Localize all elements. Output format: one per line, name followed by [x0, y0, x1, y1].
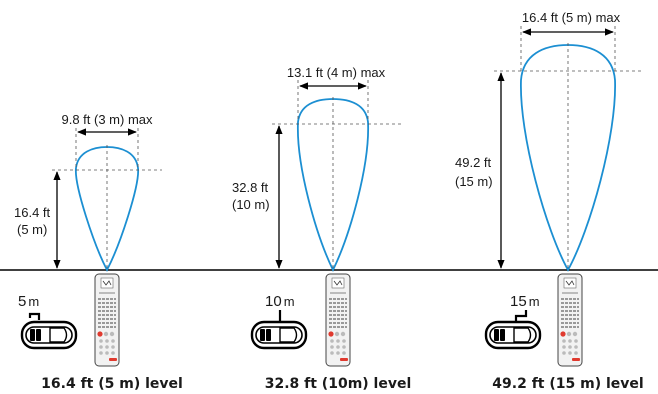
height-label-m: (5 m) — [17, 222, 47, 237]
car-icon — [250, 320, 308, 350]
panel-10m: 13.1 ft (4 m) max 32.8 ft (10 m) 10 m 32.… — [232, 65, 411, 392]
remote-control-icon — [557, 273, 583, 367]
width-label: 16.4 ft (5 m) max — [522, 10, 621, 25]
level-indicator-low — [28, 312, 41, 320]
level-label: 32.8 ft (10m) level — [265, 376, 412, 392]
beam-coverage-shape — [297, 98, 369, 273]
width-label: 13.1 ft (4 m) max — [287, 65, 386, 80]
width-label: 9.8 ft (3 m) max — [61, 112, 153, 127]
level-indicator-high — [514, 310, 528, 323]
remote-control-icon — [94, 273, 120, 367]
height-label-ft: 16.4 ft — [14, 205, 51, 220]
height-label-m: (10 m) — [232, 197, 270, 212]
car-icon — [20, 320, 78, 350]
height-label-ft: 49.2 ft — [455, 155, 492, 170]
height-label-m: (15 m) — [455, 174, 493, 189]
remote-control-icon — [325, 273, 351, 367]
level-label: 16.4 ft (5 m) level — [41, 376, 183, 392]
panel-15m: 16.4 ft (5 m) max 49.2 ft (15 m) 15 m 49.… — [455, 10, 644, 392]
distance-label: 10 m — [265, 293, 295, 310]
car-icon — [484, 320, 542, 350]
distance-label: 15 m — [510, 293, 540, 310]
height-label-ft: 32.8 ft — [232, 180, 269, 195]
level-label: 49.2 ft (15 m) level — [492, 376, 643, 392]
